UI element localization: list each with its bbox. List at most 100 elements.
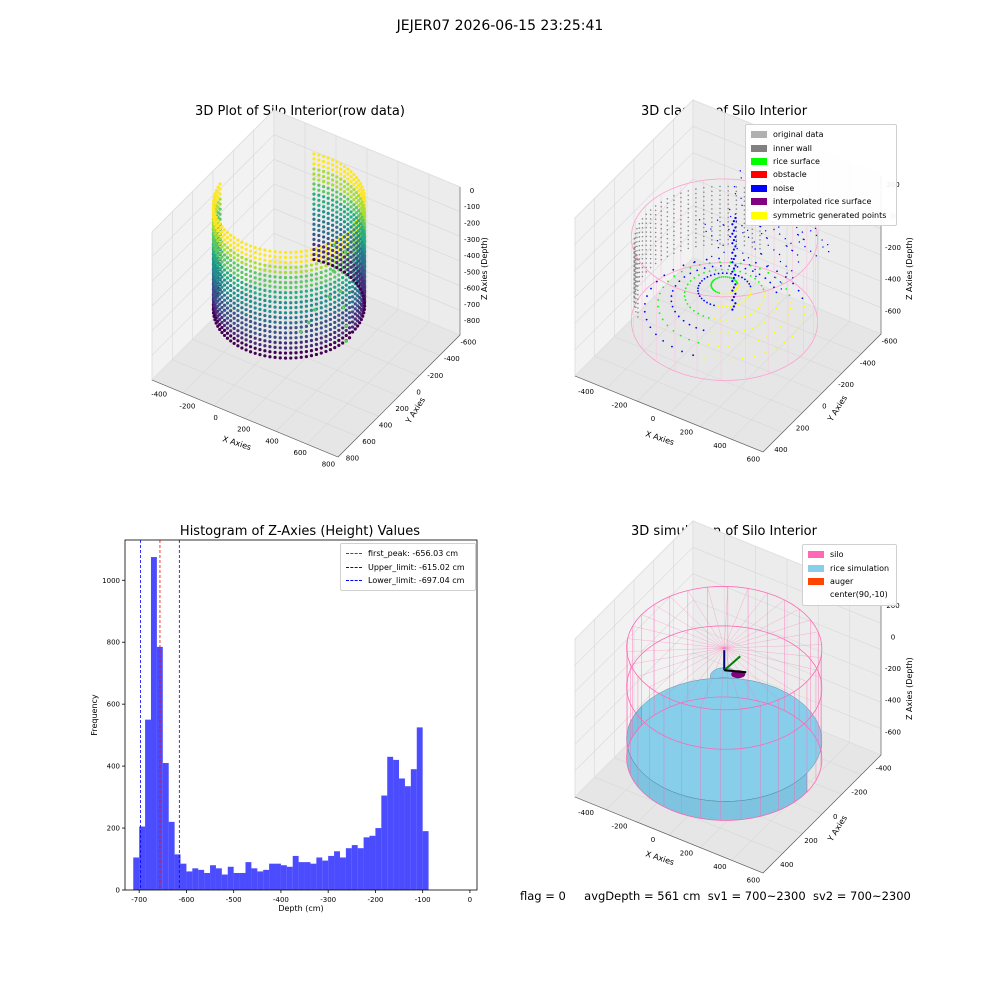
y-tick-label: 600 [107,701,120,709]
surface-point [789,307,792,310]
data-point [263,329,267,333]
data-point [326,247,330,251]
axis-edge [151,379,339,458]
inner-wall-point [638,236,641,238]
data-point [349,200,353,204]
inner-wall-point [660,219,663,221]
inner-wall-point [633,266,636,268]
surface-point [663,274,666,277]
data-point [263,349,267,353]
inner-wall-point [727,216,730,219]
data-point [229,253,233,257]
histogram-bar [180,863,187,890]
data-point [326,181,330,185]
inner-wall-point [635,280,637,282]
data-point [248,329,253,334]
data-point [356,294,360,298]
data-point [331,188,335,192]
silo-roof-rib [724,647,816,671]
classify-legend-label: rice surface [773,156,820,166]
data-point [229,238,233,242]
data-point [322,230,326,234]
inner-wall-point [641,253,644,256]
noise-point [786,272,788,274]
inner-wall-point [687,190,690,192]
surface-point [686,283,689,286]
surface-point [659,292,661,295]
data-point [337,298,341,302]
inner-wall-point [637,276,639,278]
noise-point [766,237,768,239]
surface-point [701,279,703,282]
simulation-legend-swatch [808,564,824,572]
data-point [337,293,341,297]
x-tick-label: 400 [713,442,726,450]
inner-wall-point [711,243,713,246]
data-point [218,302,222,306]
data-point [299,340,303,344]
simulation-xlabel: X Axies [644,849,675,867]
inner-wall-point [687,238,690,241]
x-tick-label: 200 [680,429,693,437]
data-point [333,340,337,345]
data-point [273,325,277,329]
inner-wall-point [635,271,637,273]
surface-point [643,310,646,313]
data-point [294,255,298,259]
data-point [362,311,366,315]
inner-wall-point [638,222,641,225]
y-tick-label: 0 [416,388,420,396]
inner-wall-point [641,235,644,238]
data-point [337,328,341,332]
surface-point [721,305,724,308]
data-point [304,314,308,318]
data-point [218,262,222,266]
inner-wall-point [637,298,639,300]
data-point [353,307,357,311]
inner-wall-point [703,231,705,233]
y-tick-label: 800 [346,455,359,463]
classify-legend-swatch [751,171,767,179]
data-point [240,240,244,244]
status-sv2: sv2 = 700~2300 [812,889,911,903]
data-point [253,261,257,265]
inner-wall-point [645,240,648,242]
data-point [278,285,282,290]
data-point [344,318,348,322]
inner-wall-point [711,190,713,193]
inner-wall-point [649,235,652,238]
inner-wall-point [727,212,730,214]
data-point [328,332,333,337]
data-point [240,311,244,315]
data-point [222,293,227,297]
data-point [347,326,352,330]
surface-point [698,264,701,266]
inner-wall-point [759,247,761,250]
surface-point [727,268,729,271]
histogram-legend-item: first_peak: -656.03 cm [346,547,470,560]
data-point [222,298,227,302]
data-point [337,278,341,282]
axis-edge [337,334,461,458]
data-point [354,201,359,205]
data-point [225,311,230,315]
classify-zlabel: Z Axies (Depth) [905,237,914,300]
data-point [349,250,353,254]
data-point [218,327,222,332]
noise-point [741,204,743,207]
data-point [263,288,267,292]
noise-point [814,227,817,230]
data-point [333,285,337,289]
silo-roof-rib [724,647,779,700]
histogram-bar [351,845,358,890]
data-point [349,205,353,209]
data-point [357,244,361,248]
data-point [319,331,323,335]
inner-wall-point [645,266,648,269]
data-point [322,195,326,199]
inner-wall-point [637,307,639,309]
inner-wall-point [703,222,705,224]
data-point [283,316,288,320]
data-point [349,170,353,174]
data-point [244,282,248,287]
